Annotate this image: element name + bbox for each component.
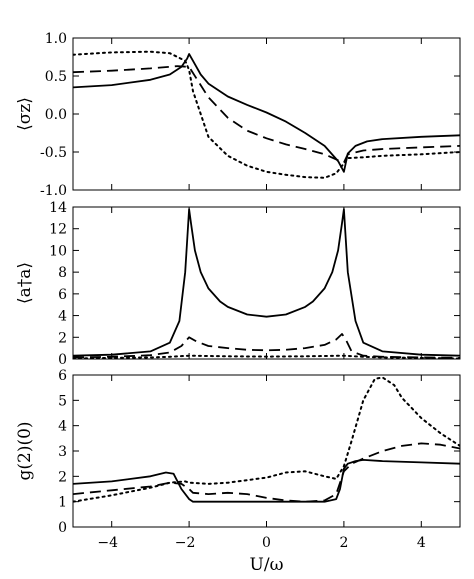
panel1-ytick-label: 0.5	[45, 69, 67, 85]
panel3-ytick-label: 0	[58, 520, 67, 536]
panel3-series-solid	[73, 458, 460, 503]
panel3-ylabel: g(2)(0)	[15, 421, 35, 480]
panel1-series-dotted	[73, 50, 460, 179]
panel3-ytick-label: 3	[58, 444, 67, 460]
panel3-xtick-label: −2	[175, 535, 196, 551]
panel1-ylabel: ⟨σz⟩	[15, 97, 35, 131]
panel2-ytick-label: 14	[49, 200, 67, 216]
panel1-series-solid	[73, 53, 460, 173]
panel3-ytick-label: 2	[58, 469, 67, 485]
panel3-ytick-label: 5	[58, 393, 67, 409]
panel1-series-dashed	[73, 65, 460, 164]
panel3-xtick-label: −4	[97, 535, 118, 551]
panel1-ytick-label: -0.5	[40, 145, 67, 161]
panel2-ytick-label: 4	[58, 309, 67, 325]
panel2-ytick-label: 8	[58, 265, 67, 281]
panel1-ytick-label: 0.0	[45, 107, 67, 123]
panel3-series-dotted	[73, 376, 460, 503]
panel2-ytick-label: 12	[49, 222, 67, 238]
panel2-series-solid	[73, 208, 460, 357]
panel3-ytick-label: 6	[58, 368, 67, 384]
panel1-ytick-label: -1.0	[40, 183, 67, 199]
panel3-xtick-label: 4	[417, 535, 426, 551]
panel1-frame	[72, 37, 461, 191]
panel3-xtick-label: 0	[262, 535, 271, 551]
panel3-ytick-label: 1	[58, 495, 67, 511]
panel3-ytick-label: 4	[58, 419, 67, 435]
panel2-ytick-label: 0	[58, 352, 67, 368]
panel2-ytick-label: 6	[58, 287, 67, 303]
panel2-ylabel: ⟨a†a⟩	[15, 262, 35, 304]
panel2-frame	[72, 206, 461, 360]
panel3-xtick-label: 2	[339, 535, 348, 551]
panel3-frame	[72, 374, 461, 528]
panel2-series-dashed	[73, 333, 460, 359]
xlabel: U/ω	[250, 555, 284, 575]
panel1-ytick-label: 1.0	[45, 31, 67, 47]
panel2-ytick-label: 10	[49, 243, 67, 259]
panel3-series-dashed	[73, 442, 460, 503]
panel2-ytick-label: 2	[58, 330, 67, 346]
